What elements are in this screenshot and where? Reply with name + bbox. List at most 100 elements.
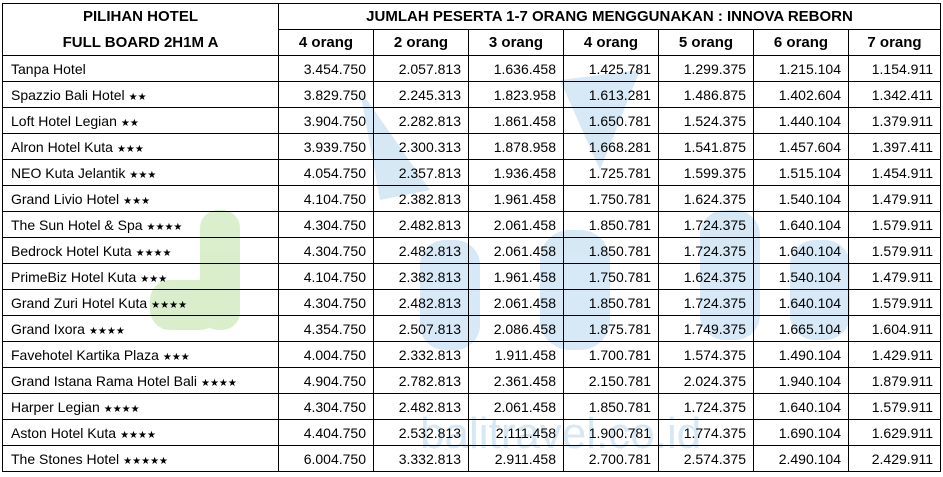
price-cell: 1.749.375	[658, 315, 754, 342]
price-cell: 1.961.458	[468, 185, 564, 212]
header-group-title: JUMLAH PESERTA 1-7 ORANG MENGGUNAKAN : I…	[278, 3, 941, 30]
price-cell: 1.541.875	[658, 133, 754, 160]
price-cell: 1.900.781	[563, 419, 659, 446]
table-header: PILIHAN HOTEL JUMLAH PESERTA 1-7 ORANG M…	[2, 3, 941, 56]
hotel-name-cell: Bedrock Hotel Kuta ★★★★	[2, 237, 279, 264]
hotel-name: Tanpa Hotel	[11, 60, 86, 77]
hotel-name: NEO Kuta Jelantik	[11, 164, 126, 181]
price-cell: 2.574.375	[658, 445, 754, 472]
hotel-name: Grand Istana Rama Hotel Bali	[11, 372, 197, 389]
table-row: Grand Livio Hotel ★★★ 4.104.750 2.382.813 1.…	[2, 185, 941, 212]
price-cell: 1.599.375	[658, 159, 754, 186]
price-cell: 1.490.104	[753, 341, 849, 368]
table-row: Grand Zuri Hotel Kuta ★★★★ 4.304.750 2.482.…	[2, 289, 941, 316]
hotel-name-cell: NEO Kuta Jelantik ★★★	[2, 159, 279, 186]
hotel-name: Bedrock Hotel Kuta	[11, 242, 132, 259]
table-row: Alron Hotel Kuta ★★★ 3.939.750 2.300.313 1.8…	[2, 133, 941, 160]
price-cell: 1.640.104	[753, 211, 849, 238]
hotel-name-cell: Grand Livio Hotel ★★★	[2, 185, 279, 212]
price-cell: 2.357.813	[373, 159, 469, 186]
price-cell: 2.482.813	[373, 393, 469, 420]
price-cell: 2.061.458	[468, 237, 564, 264]
hotel-name: Grand Livio Hotel	[11, 190, 120, 207]
column-header: 4 orang	[278, 29, 374, 56]
price-cell: 1.724.375	[658, 393, 754, 420]
column-header: 2 orang	[373, 29, 469, 56]
price-cell: 1.624.375	[658, 263, 754, 290]
hotel-name: Loft Hotel Legian	[11, 112, 117, 129]
price-cell: 1.940.104	[753, 367, 849, 394]
price-table: PILIHAN HOTEL JUMLAH PESERTA 1-7 ORANG M…	[2, 3, 941, 472]
price-cell: 1.479.911	[848, 263, 941, 290]
table-row: Bedrock Hotel Kuta ★★★★ 4.304.750 2.482.813…	[2, 237, 941, 264]
hotel-name-cell: Grand Ixora ★★★★	[2, 315, 279, 342]
price-cell: 4.404.750	[278, 419, 374, 446]
price-cell: 3.454.750	[278, 55, 374, 82]
price-cell: 4.104.750	[278, 263, 374, 290]
star-rating: ★★★	[129, 169, 157, 181]
price-cell: 4.354.750	[278, 315, 374, 342]
table-row: The Stones Hotel ★★★★★ 6.004.750 3.332.813 2…	[2, 445, 941, 472]
star-rating: ★★★	[140, 273, 168, 285]
table-row: Favehotel Kartika Plaza ★★★ 4.004.750 2.332…	[2, 341, 941, 368]
price-cell: 1.665.104	[753, 315, 849, 342]
price-cell: 1.690.104	[753, 419, 849, 446]
price-cell: 1.724.375	[658, 289, 754, 316]
price-cell: 1.579.911	[848, 289, 941, 316]
star-rating: ★★★★★	[123, 455, 168, 467]
price-cell: 4.304.750	[278, 237, 374, 264]
star-rating: ★★★★	[146, 221, 183, 233]
price-cell: 2.061.458	[468, 393, 564, 420]
star-rating: ★★★★	[120, 429, 156, 441]
price-cell: 1.579.911	[848, 393, 941, 420]
price-cell: 2.490.104	[753, 445, 849, 472]
price-cell: 1.540.104	[753, 185, 849, 212]
table-row: Harper Legian ★★★★ 4.304.750 2.482.813 2.061…	[2, 393, 941, 420]
column-header: 3 orang	[468, 29, 564, 56]
price-cell: 2.507.813	[373, 315, 469, 342]
table-row: Grand Ixora ★★★★ 4.354.750 2.507.813 2.086.4…	[2, 315, 941, 342]
price-cell: 4.004.750	[278, 341, 374, 368]
price-cell: 1.574.375	[658, 341, 754, 368]
table-row: Aston Hotel Kuta ★★★★ 4.404.750 2.532.813 2.…	[2, 419, 941, 446]
price-cell: 1.850.781	[563, 237, 659, 264]
price-cell: 2.061.458	[468, 289, 564, 316]
hotel-name: Grand Zuri Hotel Kuta	[11, 294, 148, 311]
price-cell: 1.823.958	[468, 81, 564, 108]
price-cell: 1.397.411	[848, 133, 941, 160]
price-cell: 2.024.375	[658, 367, 754, 394]
price-cell: 1.650.781	[563, 107, 659, 134]
price-cell: 1.668.281	[563, 133, 659, 160]
hotel-name-cell: Loft Hotel Legian ★★	[2, 107, 279, 134]
price-cell: 1.379.911	[848, 107, 941, 134]
price-cell: 4.904.750	[278, 367, 374, 394]
price-cell: 2.282.813	[373, 107, 469, 134]
price-cell: 1.524.375	[658, 107, 754, 134]
price-cell: 1.861.458	[468, 107, 564, 134]
star-rating: ★★★	[116, 143, 144, 155]
price-cell: 1.215.104	[753, 55, 849, 82]
star-rating: ★★★	[162, 351, 190, 363]
price-cell: 3.332.813	[373, 445, 469, 472]
column-header: 7 orang	[848, 29, 941, 56]
price-cell: 1.154.911	[848, 55, 941, 82]
price-cell: 1.629.911	[848, 419, 941, 446]
price-cell: 2.911.458	[468, 445, 564, 472]
price-cell: 1.878.958	[468, 133, 564, 160]
price-cell: 1.700.781	[563, 341, 659, 368]
hotel-name: Favehotel Kartika Plaza	[11, 346, 159, 363]
price-cell: 2.150.781	[563, 367, 659, 394]
price-cell: 1.640.104	[753, 393, 849, 420]
price-cell: 2.332.813	[373, 341, 469, 368]
price-cell: 1.425.781	[563, 55, 659, 82]
price-cell: 4.104.750	[278, 185, 374, 212]
price-cell: 2.482.813	[373, 211, 469, 238]
price-cell: 3.939.750	[278, 133, 374, 160]
price-cell: 1.479.911	[848, 185, 941, 212]
table-row: Tanpa Hotel 3.454.750 2.057.813 1.636.458 1.…	[2, 55, 941, 82]
price-cell: 1.640.104	[753, 237, 849, 264]
table-body: Tanpa Hotel 3.454.750 2.057.813 1.636.458 1.…	[2, 55, 941, 472]
hotel-name-cell: Alron Hotel Kuta ★★★	[2, 133, 279, 160]
price-cell: 1.750.781	[563, 185, 659, 212]
price-cell: 2.482.813	[373, 289, 469, 316]
